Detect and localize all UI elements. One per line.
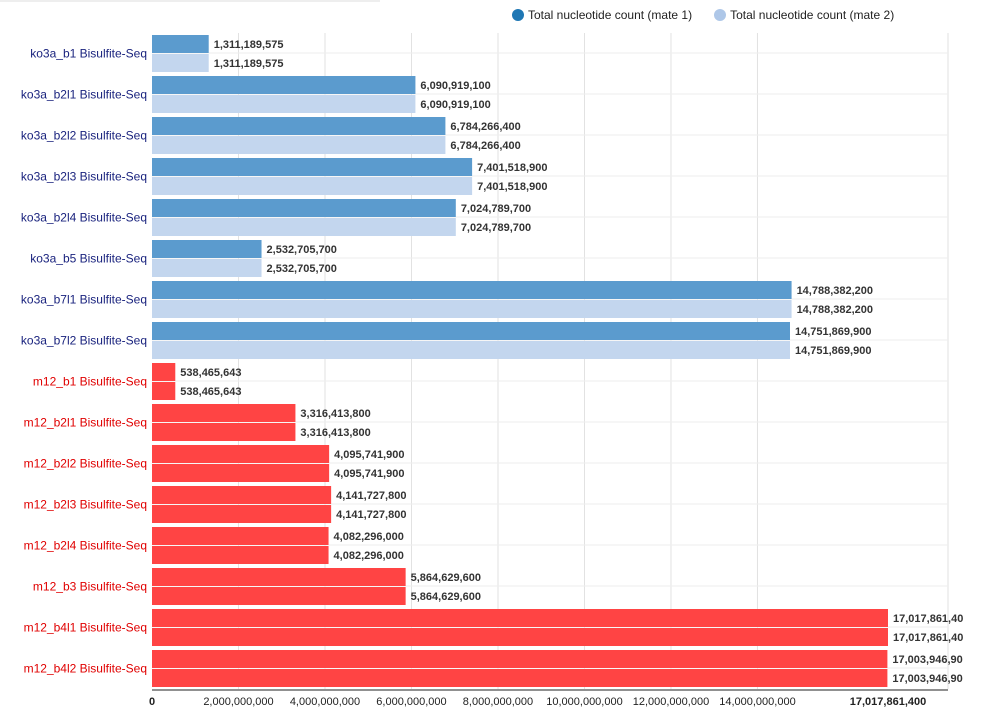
category-label: m12_b4l2 Bisulfite-Seq [24,662,147,676]
bar-mate1 [152,486,332,504]
legend-label-mate2: Total nucleotide count (mate 2) [730,8,895,22]
category-label: ko3a_b7l2 Bisulfite-Seq [21,334,147,348]
category-label: ko3a_b2l4 Bisulfite-Seq [21,211,147,225]
bar-mate2 [152,382,176,400]
data-label-mate1: 538,465,643 [180,367,241,379]
bar-mate2 [152,423,296,441]
bar-mate1 [152,322,790,340]
data-label-mate1: 4,141,727,800 [336,490,406,502]
data-label-mate1: 6,090,919,100 [420,80,490,92]
category-label: ko3a_b1 Bisulfite-Seq [30,47,147,61]
data-label-mate2: 7,401,518,900 [477,181,547,193]
legend-swatch-mate2 [714,9,727,21]
bar-mate1 [152,404,296,422]
legend-label-mate1: Total nucleotide count (mate 1) [528,8,693,22]
data-label-mate2: 4,095,741,900 [334,468,404,480]
category-label: ko3a_b7l1 Bisulfite-Seq [21,293,147,307]
bar-mate2 [152,259,262,277]
category-label: m12_b4l1 Bisulfite-Seq [24,621,147,635]
bar-mate2 [152,628,888,646]
x-tick-label: 0 [149,696,155,708]
data-label-mate1: 4,082,296,000 [334,531,404,543]
category-label: ko3a_b2l2 Bisulfite-Seq [21,129,147,143]
data-label-mate1: 5,864,629,600 [411,572,481,584]
bar-mate1 [152,445,330,463]
data-label-mate2: 3,316,413,800 [300,427,370,439]
bar-mate2 [152,464,330,482]
category-label: m12_b1 Bisulfite-Seq [33,375,147,389]
data-label-mate2: 1,311,189,575 [214,58,284,70]
data-label-mate1: 7,401,518,900 [477,162,547,174]
bar-mate2 [152,95,416,113]
category-label: m12_b2l1 Bisulfite-Seq [24,416,147,430]
bar-mate1 [152,527,329,545]
bar-mate1 [152,568,406,586]
bar-mate1 [152,158,473,176]
bar-mate2 [152,505,332,523]
data-label-mate2: 4,082,296,000 [334,550,404,562]
category-label: ko3a_b2l3 Bisulfite-Seq [21,170,147,184]
bar-mate2 [152,177,473,195]
bar-mate1 [152,35,209,53]
data-label-mate1: 17,003,946,90 [892,654,962,666]
data-label-mate1: 6,784,266,400 [450,121,520,133]
data-label-mate1: 14,788,382,200 [797,285,873,297]
x-tick-label: 14,000,000,000 [719,696,795,708]
bar-mate1 [152,240,262,258]
data-label-mate1: 1,311,189,575 [214,39,284,51]
data-label-mate2: 6,090,919,100 [420,99,490,111]
data-label-mate2: 538,465,643 [180,386,241,398]
bar-mate1 [152,650,888,668]
legend-item-mate1[interactable]: Total nucleotide count (mate 1) [512,8,692,22]
bar-mate1 [152,609,888,627]
legend-item-mate2[interactable]: Total nucleotide count (mate 2) [714,8,894,22]
bar-mate2 [152,546,329,564]
bar-mate1 [152,76,416,94]
x-tick-label: 6,000,000,000 [376,696,446,708]
data-label-mate1: 2,532,705,700 [267,244,337,256]
data-label-mate2: 17,017,861,40 [893,632,963,644]
category-label: ko3a_b2l1 Bisulfite-Seq [21,88,147,102]
top-divider [0,0,380,2]
data-label-mate2: 14,751,869,900 [795,345,871,357]
bar-mate1 [152,363,176,381]
data-label-mate1: 7,024,789,700 [461,203,531,215]
category-label: m12_b2l2 Bisulfite-Seq [24,457,147,471]
category-label: m12_b2l4 Bisulfite-Seq [24,539,147,553]
bar-mate2 [152,669,888,687]
category-label: ko3a_b5 Bisulfite-Seq [30,252,147,266]
x-tick-label-max: 17,017,861,400 [850,696,926,708]
x-tick-label: 10,000,000,000 [546,696,622,708]
legend-swatch-mate1 [512,9,524,21]
data-label-mate2: 5,864,629,600 [411,591,481,603]
data-label-mate2: 17,003,946,90 [892,673,962,685]
data-label-mate1: 14,751,869,900 [795,326,871,338]
x-tick-label: 12,000,000,000 [633,696,709,708]
chart-legend: Total nucleotide count (mate 1) Total nu… [512,8,894,22]
x-tick-label: 4,000,000,000 [290,696,360,708]
bar-mate1 [152,199,456,217]
bar-mate1 [152,281,792,299]
bar-mate2 [152,341,790,359]
bar-mate2 [152,136,446,154]
data-label-mate1: 3,316,413,800 [300,408,370,420]
data-label-mate2: 2,532,705,700 [267,263,337,275]
data-label-mate1: 4,095,741,900 [334,449,404,461]
category-label: m12_b3 Bisulfite-Seq [33,580,147,594]
x-tick-label: 2,000,000,000 [203,696,273,708]
category-label: m12_b2l3 Bisulfite-Seq [24,498,147,512]
bar-mate2 [152,218,456,236]
data-label-mate2: 4,141,727,800 [336,509,406,521]
data-label-mate2: 14,788,382,200 [797,304,873,316]
bar-mate2 [152,587,406,605]
x-tick-label: 8,000,000,000 [463,696,533,708]
bar-mate1 [152,117,446,135]
bar-mate2 [152,54,209,72]
bar-mate2 [152,300,792,318]
data-label-mate2: 7,024,789,700 [461,222,531,234]
data-label-mate1: 17,017,861,40 [893,613,963,625]
data-label-mate2: 6,784,266,400 [450,140,520,152]
